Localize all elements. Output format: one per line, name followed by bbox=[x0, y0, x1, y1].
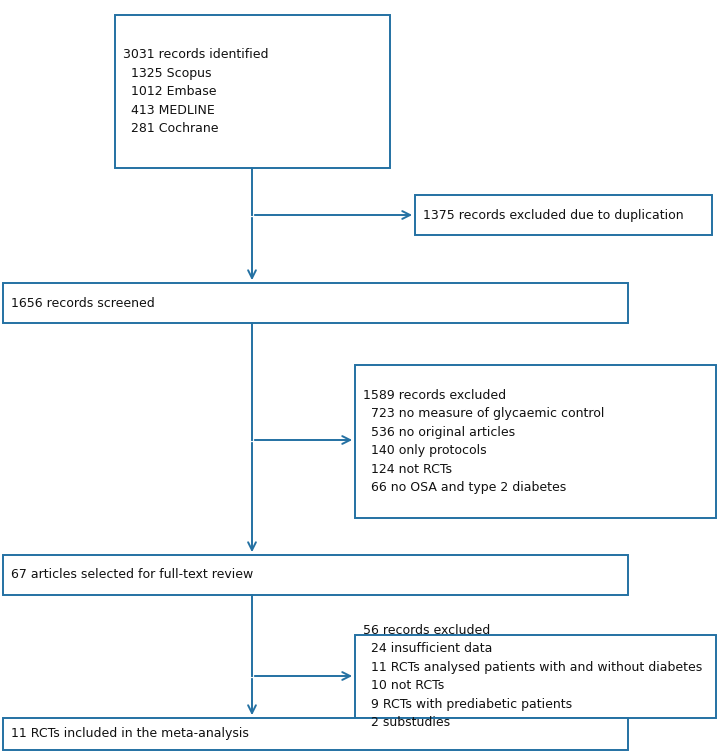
Bar bbox=[3, 555, 628, 595]
Bar bbox=[415, 195, 712, 235]
Bar bbox=[3, 718, 628, 750]
Bar bbox=[355, 635, 716, 718]
Text: 1589 records excluded
  723 no measure of glycaemic control
  536 no original ar: 1589 records excluded 723 no measure of … bbox=[363, 389, 604, 494]
Text: 1375 records excluded due to duplication: 1375 records excluded due to duplication bbox=[423, 209, 684, 221]
Text: 56 records excluded
  24 insufficient data
  11 RCTs analysed patients with and : 56 records excluded 24 insufficient data… bbox=[363, 623, 702, 729]
Bar bbox=[3, 283, 628, 323]
Bar bbox=[355, 365, 716, 518]
Text: 1656 records screened: 1656 records screened bbox=[11, 297, 155, 309]
Text: 11 RCTs included in the meta-analysis: 11 RCTs included in the meta-analysis bbox=[11, 727, 249, 740]
Bar bbox=[115, 15, 390, 168]
Text: 67 articles selected for full-text review: 67 articles selected for full-text revie… bbox=[11, 569, 253, 581]
Text: 3031 records identified
  1325 Scopus
  1012 Embase
  413 MEDLINE
  281 Cochrane: 3031 records identified 1325 Scopus 1012… bbox=[123, 48, 268, 135]
